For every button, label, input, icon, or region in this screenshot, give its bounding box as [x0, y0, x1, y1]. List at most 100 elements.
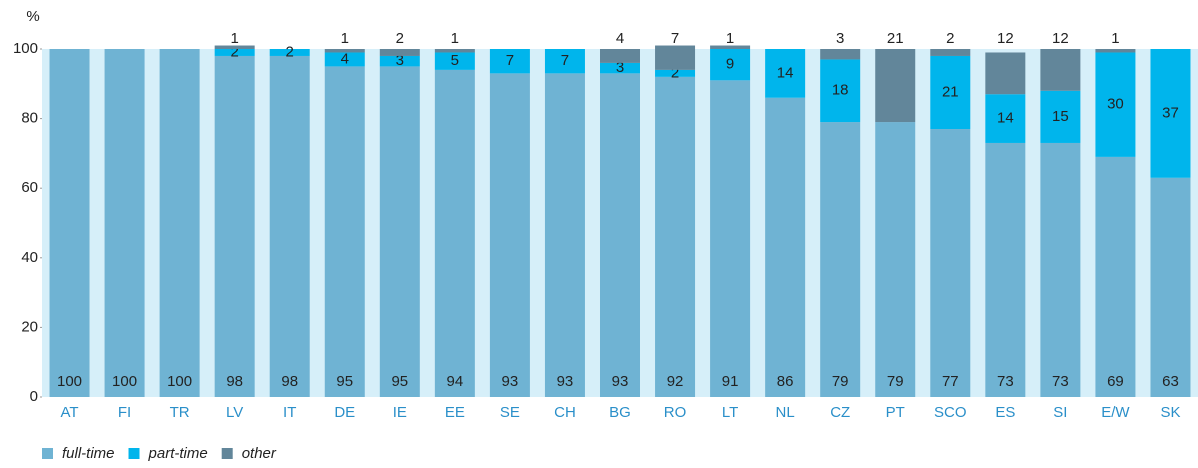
- x-tick-label: PT: [886, 404, 905, 421]
- bar-segment: [820, 59, 861, 123]
- bar-segment: [489, 49, 530, 74]
- data-label: 69: [1107, 373, 1124, 390]
- legend-label: part-time: [148, 445, 208, 462]
- data-label: 2: [230, 43, 238, 60]
- bar-segment: [324, 66, 365, 398]
- x-tick-label: TR: [170, 404, 190, 421]
- bar-segment: [985, 52, 1026, 95]
- data-label: 2: [286, 43, 294, 60]
- data-label: 98: [281, 373, 298, 390]
- data-label: 21: [942, 83, 959, 100]
- x-tick-label: SI: [1053, 404, 1067, 421]
- x-tick-label: RO: [664, 404, 687, 421]
- x-tick-label: LT: [722, 404, 738, 421]
- data-label: 95: [336, 373, 353, 390]
- legend-swatch: [221, 448, 233, 459]
- bar-segment: [434, 52, 475, 70]
- bar-segment: [544, 49, 585, 74]
- y-tick-label: 0: [30, 388, 38, 405]
- data-label: 1: [1111, 30, 1119, 47]
- bar-segment: [930, 49, 971, 56]
- data-label: 1: [341, 30, 349, 47]
- bar-segment: [1040, 142, 1081, 397]
- x-tick-label: SK: [1160, 404, 1180, 421]
- data-label: 100: [167, 373, 192, 390]
- data-label: 79: [887, 373, 904, 390]
- bar-segment: [930, 129, 971, 398]
- data-label: 3: [396, 52, 404, 69]
- data-label: 7: [561, 52, 569, 69]
- data-label: 12: [997, 30, 1014, 47]
- data-label: 7: [671, 30, 679, 47]
- bar-segment: [1040, 90, 1081, 143]
- x-tick-label: LV: [226, 404, 243, 421]
- data-label: 3: [616, 59, 624, 76]
- x-tick-label: BG: [609, 404, 631, 421]
- x-tick-label: SCO: [934, 404, 967, 421]
- y-tick-label: 40: [21, 249, 38, 266]
- data-label: 15: [1052, 108, 1069, 125]
- x-tick-label: IE: [393, 404, 407, 421]
- x-tick-label: E/W: [1101, 404, 1130, 421]
- x-tick-label: ES: [995, 404, 1015, 421]
- bar-segment: [214, 55, 255, 398]
- bar-segment: [985, 94, 1026, 143]
- x-tick-label: NL: [776, 404, 795, 421]
- bar-segment: [1150, 49, 1191, 178]
- data-label: 91: [722, 373, 739, 390]
- x-tick-label: DE: [334, 404, 355, 421]
- bar-segment: [930, 55, 971, 130]
- bar-segment: [875, 49, 916, 123]
- bar-segment: [820, 122, 861, 397]
- data-label: 7: [506, 52, 514, 69]
- x-tick-label: CZ: [830, 404, 850, 421]
- data-label: 86: [777, 373, 794, 390]
- bar-segment: [655, 69, 696, 77]
- x-tick-label: CH: [554, 404, 576, 421]
- data-label: 77: [942, 373, 959, 390]
- legend-label: full-time: [62, 445, 115, 462]
- bar-segment: [655, 76, 696, 397]
- bar-segment: [434, 49, 475, 53]
- bar-segment: [655, 45, 696, 70]
- bar-segment: [269, 55, 310, 398]
- x-tick-label: IT: [283, 404, 296, 421]
- data-label: 79: [832, 373, 849, 390]
- bar-segment: [600, 62, 640, 74]
- bar-segment: [1095, 52, 1136, 157]
- y-tick-label: 60: [21, 179, 38, 196]
- bar-segment: [434, 69, 475, 397]
- bar-segment: [104, 49, 145, 397]
- data-label: 18: [832, 82, 849, 99]
- bar-segment: [379, 49, 420, 56]
- data-label: 100: [112, 373, 137, 390]
- data-label: 93: [612, 373, 629, 390]
- bar-segment: [1150, 177, 1191, 397]
- data-label: 95: [391, 373, 408, 390]
- data-label: 12: [1052, 30, 1069, 47]
- data-label: 100: [57, 373, 82, 390]
- legend-label: other: [242, 445, 277, 462]
- data-label: 30: [1107, 96, 1124, 113]
- data-label: 21: [887, 30, 904, 47]
- y-tick-label: 20: [21, 318, 38, 335]
- legend-swatch: [128, 448, 140, 459]
- bar-segment: [489, 73, 530, 398]
- data-label: 14: [777, 64, 794, 81]
- bar-segment: [875, 122, 916, 397]
- bar-segment: [710, 45, 751, 49]
- data-label: 1: [451, 30, 459, 47]
- bar-segment: [544, 73, 585, 398]
- data-label: 14: [997, 110, 1014, 127]
- bar-segment: [1095, 49, 1136, 53]
- data-label: 73: [997, 373, 1014, 390]
- bar-segment: [765, 49, 806, 98]
- data-label: 2: [396, 30, 404, 47]
- data-label: 5: [451, 52, 459, 69]
- bar-segment: [379, 66, 420, 398]
- bar-segment: [324, 52, 365, 67]
- data-label: 1: [230, 30, 238, 47]
- data-label: 3: [836, 30, 844, 47]
- x-tick-label: AT: [60, 404, 78, 421]
